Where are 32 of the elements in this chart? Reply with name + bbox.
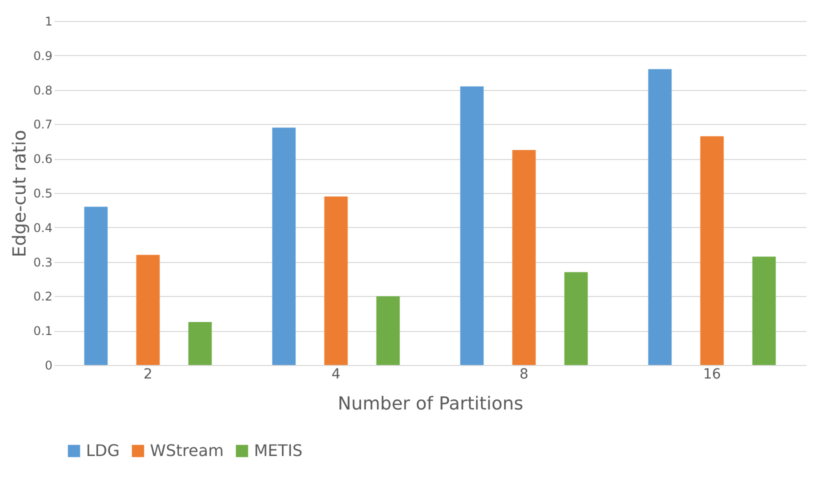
bar — [564, 272, 588, 365]
bar — [84, 206, 108, 365]
bar — [136, 254, 160, 365]
y-tick-label: 0 — [44, 358, 52, 372]
legend-label: LDG — [86, 441, 120, 460]
bar — [324, 196, 348, 365]
y-tick-label: 0.5 — [33, 186, 52, 200]
y-tick-label: 0.8 — [33, 83, 52, 98]
x-axis-title: Number of Partitions — [338, 394, 524, 414]
bar — [460, 86, 484, 365]
y-tick-label: 1 — [44, 14, 52, 28]
x-tick-label: 2 — [144, 366, 152, 382]
bar — [752, 256, 776, 365]
x-tick-label: 4 — [332, 366, 341, 382]
y-axis-title: Edge-cut ratio — [9, 130, 30, 258]
bar — [648, 69, 672, 365]
bar — [512, 150, 536, 365]
y-tick-label: 0.3 — [33, 255, 52, 270]
x-tick-label: 16 — [703, 366, 721, 382]
legend-label: METIS — [254, 441, 303, 460]
bar — [272, 128, 296, 365]
legend-label: WStream — [150, 441, 224, 460]
y-tick-label: 0.9 — [33, 48, 52, 63]
y-tick-label: 0.6 — [33, 152, 52, 166]
y-tick-label: 0.7 — [33, 118, 52, 132]
y-tick-label: 0.1 — [33, 324, 52, 338]
bar — [700, 136, 724, 365]
bar — [376, 296, 400, 365]
bar — [188, 322, 212, 365]
x-tick-label: 8 — [520, 366, 528, 382]
y-tick-label: 0.4 — [33, 220, 52, 235]
y-tick-label: 0.2 — [33, 290, 52, 304]
